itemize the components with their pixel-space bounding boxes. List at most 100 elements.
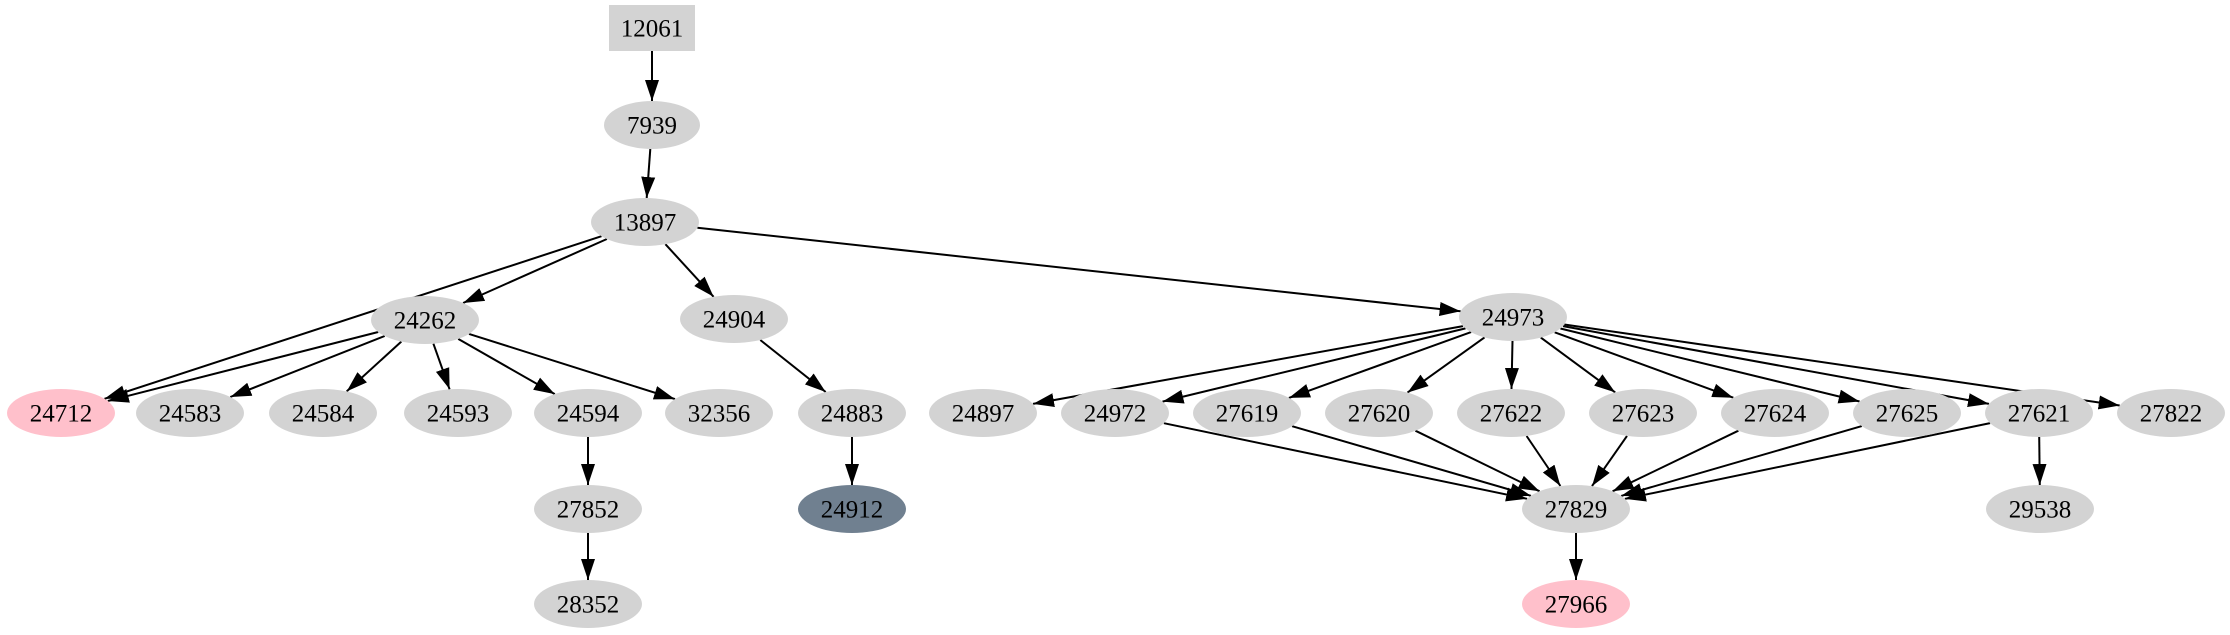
node-label: 24593 (427, 400, 490, 427)
graph-node-24904: 24904 (680, 295, 788, 343)
graph-node-27619: 27619 (1193, 389, 1301, 437)
graph-node-27829: 27829 (1522, 485, 1630, 533)
graph-node-24912: 24912 (798, 485, 906, 533)
node-label: 27620 (1348, 400, 1411, 427)
edge-7939-13897 (641, 148, 656, 199)
node-shape-ellipse (1853, 389, 1961, 437)
node-shape-ellipse (1522, 485, 1630, 533)
node-shape-box (609, 5, 695, 51)
edge-13897-24712 (104, 235, 602, 400)
graph-node-24262: 24262 (371, 296, 479, 344)
edge-24904-24883 (759, 339, 827, 393)
edge-27620-27829 (1414, 429, 1541, 493)
graph-node-27822: 27822 (2117, 389, 2225, 437)
node-shape-ellipse (534, 485, 642, 533)
edge-27619-27829 (1291, 425, 1532, 497)
edge-24262-24584 (346, 340, 402, 393)
node-shape-ellipse (371, 296, 479, 344)
node-label: 27852 (557, 496, 620, 523)
node-label: 27619 (1216, 400, 1279, 427)
node-shape-ellipse (1325, 389, 1433, 437)
edges-layer (104, 51, 2120, 580)
edge-27625-27829 (1620, 425, 1863, 497)
node-label: 27822 (2140, 400, 2203, 427)
graph-node-24594: 24594 (534, 389, 642, 437)
node-shape-ellipse (534, 389, 642, 437)
node-shape-ellipse (798, 485, 906, 533)
graph-node-28352: 28352 (534, 580, 642, 628)
node-label: 27621 (2008, 400, 2071, 427)
graph-node-27625: 27625 (1853, 389, 1961, 437)
node-label: 7939 (627, 112, 677, 139)
node-label: 24712 (30, 400, 93, 427)
edge-24973-27623 (1540, 336, 1616, 394)
node-label: 24583 (159, 400, 222, 427)
edge-24973-27625 (1560, 327, 1860, 404)
graph-node-12061: 12061 (609, 5, 695, 51)
edge-27622-27829 (1525, 435, 1562, 487)
node-shape-ellipse (665, 389, 773, 437)
node-label: 24584 (292, 400, 355, 427)
node-label: 24883 (821, 400, 884, 427)
node-label: 24972 (1084, 400, 1147, 427)
edge-13897-24973 (697, 226, 1461, 316)
node-label: 28352 (557, 591, 620, 618)
node-shape-ellipse (1193, 389, 1301, 437)
graph-node-27852: 27852 (534, 485, 642, 533)
graph-node-27624: 27624 (1721, 389, 1829, 437)
edge-27621-29538 (2032, 436, 2047, 486)
edge-24973-27622 (1504, 340, 1519, 390)
node-shape-ellipse (1721, 389, 1829, 437)
node-shape-ellipse (1589, 389, 1697, 437)
node-shape-ellipse (136, 389, 244, 437)
node-label: 13897 (614, 209, 677, 236)
node-label: 27625 (1876, 400, 1939, 427)
edge-27624-27829 (1612, 429, 1739, 493)
graph-node-24712: 24712 (7, 389, 115, 437)
graph-node-27622: 27622 (1457, 389, 1565, 437)
graph-node-24583: 24583 (136, 389, 244, 437)
nodes-layer: 12061 7939 13897 24262 24904 24973 24712 24583 2… (7, 5, 2225, 628)
node-label: 27622 (1480, 400, 1543, 427)
node-shape-ellipse (269, 389, 377, 437)
node-shape-ellipse (680, 295, 788, 343)
node-label: 24904 (703, 306, 766, 333)
node-shape-ellipse (1457, 389, 1565, 437)
graph-node-27623: 27623 (1589, 389, 1697, 437)
graph-node-7939: 7939 (604, 101, 700, 149)
node-label: 27623 (1612, 400, 1675, 427)
node-shape-ellipse (1061, 389, 1169, 437)
node-shape-ellipse (604, 101, 700, 149)
node-shape-ellipse (7, 389, 115, 437)
edge-24262-24594 (457, 338, 556, 395)
node-shape-ellipse (929, 389, 1037, 437)
edge-24262-24583 (229, 335, 386, 398)
node-label: 29538 (2009, 496, 2072, 523)
node-label: 27966 (1545, 591, 1608, 618)
graph-node-24584: 24584 (269, 389, 377, 437)
edge-13897-24904 (664, 243, 715, 298)
graph-node-24883: 24883 (798, 389, 906, 437)
graph-node-27620: 27620 (1325, 389, 1433, 437)
node-label: 27624 (1744, 400, 1807, 427)
edge-27621-27829 (1624, 422, 1991, 502)
node-label: 32356 (688, 400, 751, 427)
edge-24262-24593 (432, 343, 451, 390)
node-shape-ellipse (591, 198, 699, 246)
graph-node-29538: 29538 (1986, 485, 2094, 533)
node-label: 24594 (557, 400, 620, 427)
graph-node-13897: 13897 (591, 198, 699, 246)
graph-node-27966: 27966 (1522, 580, 1630, 628)
edge-24972-27829 (1163, 422, 1528, 502)
edge-24973-27620 (1406, 336, 1486, 394)
edge-24973-24972 (1162, 327, 1466, 404)
graph-node-24972: 24972 (1061, 389, 1169, 437)
edge-24973-27624 (1554, 331, 1734, 399)
node-label: 24912 (821, 496, 884, 523)
node-shape-ellipse (798, 389, 906, 437)
graph-node-24973: 24973 (1459, 293, 1567, 341)
node-label: 12061 (621, 15, 684, 42)
graph-node-24593: 24593 (404, 389, 512, 437)
